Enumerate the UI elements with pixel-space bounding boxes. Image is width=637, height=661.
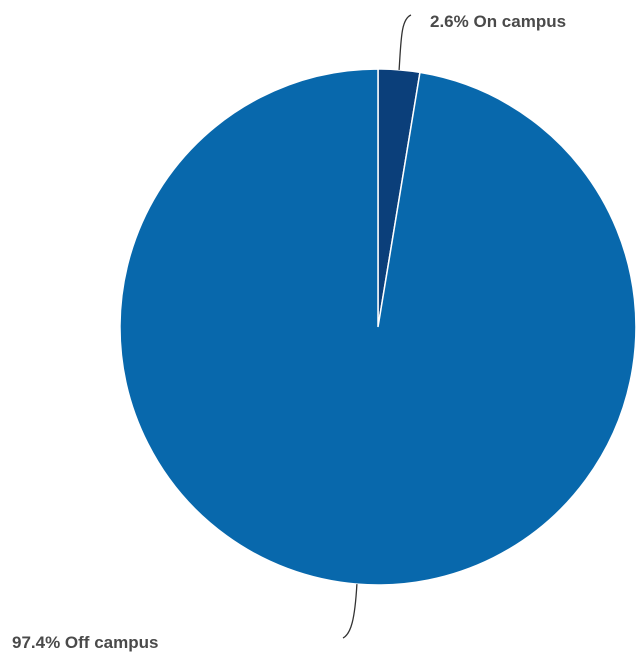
- leader-line-on-campus: [398, 14, 412, 70]
- leader-lines: [342, 14, 412, 639]
- slice-label-off-campus: 97.4% Off campus: [12, 633, 158, 652]
- slices-layer: [119, 68, 637, 586]
- leader-line-off-campus: [342, 584, 358, 639]
- pie-slice-off-campus: [119, 68, 637, 586]
- slice-label-on-campus: 2.6% On campus: [430, 12, 566, 31]
- slice-labels: 2.6% On campus 97.4% Off campus: [12, 12, 566, 652]
